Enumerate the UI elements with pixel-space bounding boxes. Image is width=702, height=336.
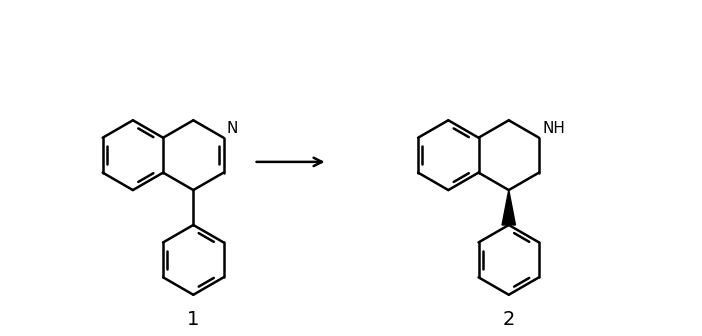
Text: 2: 2 — [503, 309, 515, 329]
Text: NH: NH — [543, 121, 565, 136]
Text: 1: 1 — [187, 309, 199, 329]
Polygon shape — [502, 190, 515, 225]
Text: N: N — [226, 121, 237, 136]
